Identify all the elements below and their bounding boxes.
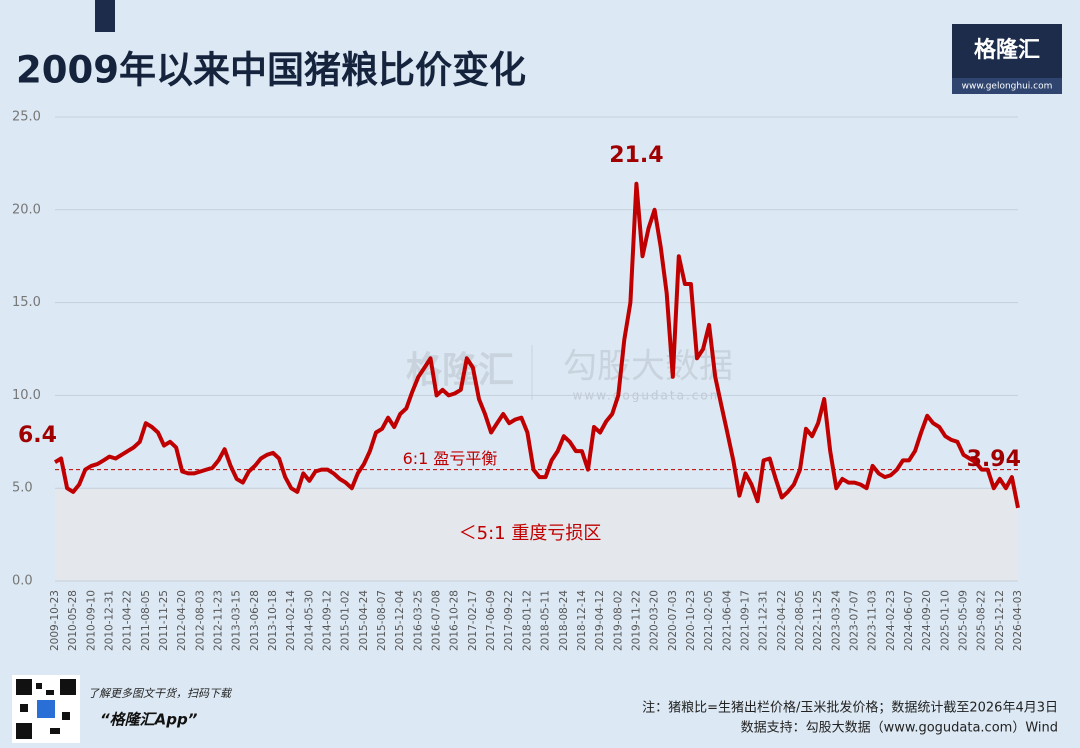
value-label: 6.4 <box>18 423 57 448</box>
y-tick-label: 15.0 <box>12 295 41 310</box>
x-tick-label: 2026-04-03 <box>1012 590 1024 651</box>
x-tick-label: 2011-08-05 <box>140 590 152 651</box>
y-tick-label: 10.0 <box>12 388 41 403</box>
qr-code <box>12 675 80 743</box>
x-tick-label: 2022-11-25 <box>812 590 824 651</box>
x-tick-label: 2012-11-23 <box>213 590 225 651</box>
x-tick-label: 2023-03-24 <box>830 590 842 651</box>
value-label: 21.4 <box>609 143 663 168</box>
loss-zone-label: ＜5:1 重度亏损区 <box>459 523 602 544</box>
x-tick-label: 2017-06-09 <box>485 590 497 651</box>
x-tick-label: 2019-04-12 <box>594 590 606 651</box>
x-tick-label: 2023-11-03 <box>867 590 879 651</box>
x-tick-label: 2015-01-02 <box>340 590 352 651</box>
x-tick-label: 2020-10-23 <box>685 590 697 651</box>
y-tick-label: 5.0 <box>12 481 33 496</box>
x-tick-label: 2019-08-02 <box>612 590 624 651</box>
x-tick-label: 2019-11-22 <box>630 590 642 651</box>
x-tick-label: 2015-04-24 <box>358 590 370 651</box>
chart-title: 2009年以来中国猪粮比价变化 <box>16 49 526 92</box>
x-tick-label: 2016-03-25 <box>412 590 424 651</box>
x-tick-label: 2016-10-28 <box>449 590 461 651</box>
x-tick-label: 2025-01-10 <box>939 590 951 651</box>
x-tick-label: 2018-08-24 <box>558 590 570 651</box>
x-tick-label: 2013-03-15 <box>231 590 243 651</box>
x-tick-label: 2018-05-11 <box>540 590 552 651</box>
x-tick-label: 2021-09-17 <box>739 590 751 651</box>
y-tick-label: 20.0 <box>12 202 41 217</box>
y-tick-label: 25.0 <box>12 110 41 125</box>
x-tick-label: 2022-04-22 <box>776 590 788 651</box>
note: 注：猪粮比=生猪出栏价格/玉米批发价格；数据统计截至2026年4月3日 <box>642 700 1058 716</box>
logo-strip <box>952 78 1062 94</box>
y-tick-label: 0.0 <box>12 574 33 589</box>
series-line <box>53 181 1020 509</box>
x-tick-label: 2025-12-12 <box>994 590 1006 651</box>
x-tick-label: 2018-01-12 <box>521 590 533 651</box>
x-tick-label: 2011-11-25 <box>158 590 170 651</box>
watermark: 勾股大数据 <box>563 347 733 387</box>
x-tick-label: 2014-05-30 <box>303 590 315 651</box>
x-tick-label: 2023-07-07 <box>848 590 860 651</box>
x-tick-label: 2012-04-20 <box>176 590 188 651</box>
x-tick-label: 2021-02-05 <box>703 590 715 651</box>
x-tick-label: 2024-06-07 <box>903 590 915 651</box>
x-tick-label: 2013-10-18 <box>267 590 279 651</box>
x-tick-label: 2012-08-03 <box>194 590 206 651</box>
x-tick-label: 2022-08-05 <box>794 590 806 651</box>
x-tick-label: 2014-09-12 <box>322 590 334 651</box>
x-tick-label: 2015-08-07 <box>376 590 388 651</box>
x-tick-label: 2020-07-03 <box>667 590 679 651</box>
x-tick-label: 2017-09-22 <box>503 590 515 651</box>
x-tick-label: 2010-09-10 <box>85 590 97 651</box>
x-tick-label: 2009-10-23 <box>49 590 61 651</box>
x-tick-label: 2017-02-17 <box>467 590 479 651</box>
x-tick-label: 2010-12-31 <box>104 590 116 651</box>
logo-url: www.gelonghui.com <box>962 82 1053 92</box>
x-tick-label: 2021-12-31 <box>758 590 770 651</box>
x-tick-label: 2025-05-09 <box>957 590 969 651</box>
app-name: “格隆汇App” <box>100 711 198 729</box>
x-tick-label: 2024-09-20 <box>921 590 933 651</box>
loss-zone <box>55 488 1018 581</box>
x-tick-label: 2016-07-08 <box>431 590 443 651</box>
promo: 了解更多图文干货，扫码下载 <box>88 687 233 700</box>
source: 数据支持：勾股大数据（www.gogudata.com）Wind <box>741 721 1058 736</box>
x-tick-label: 2018-12-14 <box>576 590 588 651</box>
x-tick-label: 2015-12-04 <box>394 590 406 651</box>
x-tick-label: 2024-02-23 <box>885 590 897 651</box>
x-tick-label: 2020-03-20 <box>649 590 661 651</box>
value-label: 3.94 <box>967 447 1021 472</box>
break-even-label: 6:1 盈亏平衡 <box>403 449 498 468</box>
accent <box>95 0 115 32</box>
x-tick-label: 2013-06-28 <box>249 590 261 651</box>
x-tick-label: 2010-05-28 <box>67 590 79 651</box>
x-tick-label: 2011-04-22 <box>122 590 134 651</box>
logo: 格隆汇 <box>974 37 1040 63</box>
x-tick-label: 2014-02-14 <box>285 590 297 651</box>
x-tick-label: 2021-06-04 <box>721 590 733 651</box>
x-tick-label: 2025-08-22 <box>976 590 988 651</box>
